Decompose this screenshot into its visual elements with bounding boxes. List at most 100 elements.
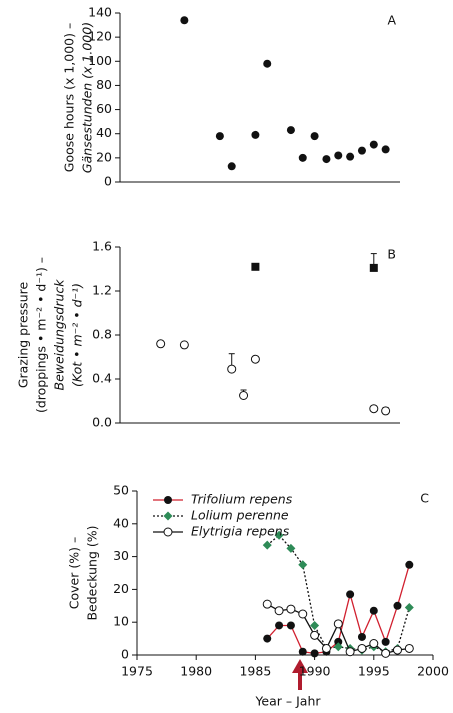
point [404, 602, 414, 612]
point [369, 140, 378, 149]
y-tick-label: 10 [113, 614, 129, 629]
point [322, 155, 331, 164]
legend-marker [163, 511, 173, 521]
y-tick-label: 60 [96, 101, 112, 116]
panel-label: A [387, 13, 396, 28]
y-axis-title: (droppings • m⁻² • d⁻¹) – [34, 257, 49, 413]
x-tick-label: 1985 [239, 664, 271, 679]
point [250, 354, 260, 364]
panel-label: C [420, 491, 429, 506]
legend-label: Trifolium repens [191, 492, 293, 507]
y-axis-title: Gänsestunden (x 1.000) [80, 22, 95, 173]
legend-label: Elytrigia repens [191, 524, 290, 539]
point [321, 643, 331, 653]
y-tick-label: 0.0 [92, 415, 112, 430]
y-tick-label: 0.8 [92, 327, 112, 342]
point [345, 647, 355, 657]
point [381, 145, 390, 154]
point [310, 620, 320, 630]
y-tick-label: 140 [88, 5, 112, 20]
y-tick-label: 0 [121, 647, 129, 662]
point [346, 590, 355, 599]
point [333, 642, 343, 652]
point [263, 59, 272, 68]
x-tick-label: 1975 [121, 664, 153, 679]
point [381, 648, 391, 658]
point [310, 630, 320, 640]
point [393, 601, 402, 610]
point [156, 339, 166, 349]
point [227, 162, 236, 171]
y-tick-label: 1.6 [92, 239, 112, 254]
y-tick-label: 30 [113, 548, 129, 563]
point [381, 406, 391, 416]
x-tick-label: 2000 [417, 664, 449, 679]
y-tick-label: 40 [113, 515, 129, 530]
point [298, 560, 308, 570]
y-tick-label: 20 [96, 149, 112, 164]
y-tick-label: 0.4 [92, 371, 112, 386]
point [369, 606, 378, 615]
point [310, 132, 319, 141]
point [334, 151, 343, 160]
point [262, 599, 272, 609]
x-tick-label: 1995 [358, 664, 390, 679]
point [310, 649, 319, 658]
y-tick-label: 100 [88, 53, 112, 68]
x-tick-label: 1990 [299, 664, 331, 679]
point [274, 530, 284, 540]
legend-marker [163, 527, 173, 537]
point [180, 16, 189, 25]
y-tick-label: 50 [113, 483, 129, 498]
point [381, 637, 390, 646]
point [251, 130, 260, 139]
point [215, 132, 224, 141]
point [369, 404, 379, 414]
point [286, 604, 296, 614]
point [357, 643, 367, 653]
panel-label: B [387, 247, 396, 262]
point [333, 619, 343, 629]
y-axis-title: Beweidungsdruck [52, 279, 67, 391]
point [275, 621, 284, 630]
point [179, 340, 189, 350]
point [357, 146, 366, 155]
point [369, 263, 378, 272]
x-tick-label: 1980 [180, 664, 212, 679]
point [334, 637, 343, 646]
point [286, 621, 295, 630]
point [286, 543, 296, 553]
arrow-head [292, 659, 308, 673]
y-axis-title: Cover (%) – [67, 537, 82, 609]
y-axis-title: (Kot • m⁻² • d⁻¹) [70, 283, 85, 387]
y-tick-label: 80 [96, 77, 112, 92]
point [357, 632, 366, 641]
point [286, 126, 295, 135]
legend-marker [164, 496, 172, 504]
point [262, 540, 272, 550]
point [263, 634, 272, 643]
y-tick-label: 1.2 [92, 283, 112, 298]
point [298, 647, 307, 656]
point [298, 153, 307, 162]
y-tick-label: 20 [113, 581, 129, 596]
point [346, 152, 355, 161]
point [405, 560, 414, 569]
point [392, 645, 402, 655]
point [227, 364, 237, 374]
y-tick-label: 0 [104, 174, 112, 189]
y-tick-label: 40 [96, 125, 112, 140]
y-axis-title: Grazing pressure [16, 282, 31, 389]
point [251, 262, 260, 271]
legend-label: Lolium perenne [191, 508, 289, 523]
point [274, 606, 284, 616]
point [369, 639, 379, 649]
y-tick-label: 120 [88, 29, 112, 44]
point [298, 609, 308, 619]
y-axis-title: Bedeckung (%) [85, 525, 100, 620]
y-axis-title: Goose hours (x 1,000) – [62, 23, 77, 172]
x-axis-title: Year – Jahr [254, 694, 321, 709]
point [404, 643, 414, 653]
point [239, 391, 249, 400]
